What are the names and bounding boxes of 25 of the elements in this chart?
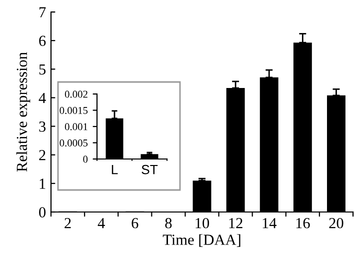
x-axis-title: Time [DAA] <box>162 234 240 247</box>
y-tick-label: 7 <box>40 7 46 18</box>
y-tick-label: 0.002 <box>64 90 88 98</box>
y-axis-title: Relative expression <box>16 52 30 172</box>
y-tick-label: 0.0005 <box>60 139 88 147</box>
y-tick-label: 4 <box>38 92 46 104</box>
x-tick-label: 20 <box>329 218 344 228</box>
y-tick-label: 6 <box>39 36 46 46</box>
y-tick-label: 5 <box>39 64 46 75</box>
x-tick-label: 16 <box>296 218 310 228</box>
x-tick-label: 6 <box>132 218 138 228</box>
x-tick-label: 14 <box>262 218 277 228</box>
x-tick-label: L <box>112 165 118 174</box>
x-tick-label: 12 <box>229 218 242 228</box>
y-tick-label: 0.001 <box>64 123 88 130</box>
y-tick-label: 3 <box>39 121 46 132</box>
x-tick-label: 8 <box>165 218 172 228</box>
x-tick-label: 4 <box>98 218 105 228</box>
y-tick-label: 0.0015 <box>60 106 88 114</box>
y-tick-label: 1 <box>40 178 46 189</box>
y-tick-label: 2 <box>39 150 46 160</box>
y-tick-label: 0 <box>83 156 88 163</box>
x-tick-label: 10 <box>196 218 210 228</box>
x-tick-label: ST <box>142 164 158 174</box>
y-tick-label: 0 <box>39 207 46 218</box>
